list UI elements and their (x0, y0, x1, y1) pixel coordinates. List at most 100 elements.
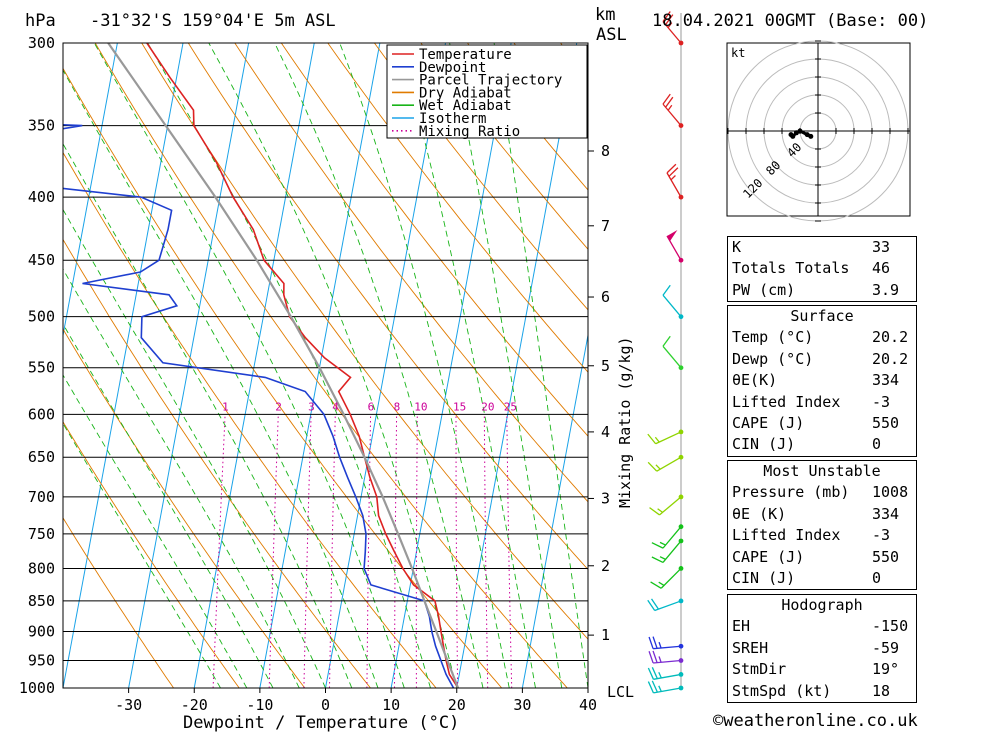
indices-key: SREH (727, 637, 868, 660)
indices-section-label: Most Unstable (727, 460, 917, 483)
indices-key: EH (727, 616, 868, 638)
indices-value: 0 (868, 434, 917, 457)
legend-label: Parcel Trajectory (419, 73, 562, 89)
pressure-tick-label: 800 (28, 559, 55, 577)
wind-barb (662, 93, 684, 128)
wind-barb (648, 650, 684, 664)
indices-section-title: Hodograph (727, 594, 917, 617)
wind-barb (666, 163, 684, 200)
wind-barb-shaft (666, 172, 682, 198)
pressure-tick-label: 750 (28, 525, 55, 543)
wind-barb-shaft (662, 540, 682, 563)
wind-barb-flag (647, 667, 655, 680)
wind-barb-dot (678, 658, 684, 663)
indices-key: θE (K) (727, 503, 868, 526)
x-axis-label: Dewpoint / Temperature (°C) (183, 713, 459, 733)
wind-barb-shaft (662, 345, 682, 369)
hodograph-point (804, 132, 810, 138)
pressure-tick-label: 950 (28, 652, 55, 670)
indices-row: Totals Totals 46 (727, 258, 917, 280)
wet-adiabat-line (147, 43, 431, 688)
date-title: 18.04.2021 00GMT (Base: 00) (652, 11, 928, 31)
indices-value: 334 (868, 503, 917, 526)
indices-key: Lifted Index (727, 391, 868, 414)
wind-barb (651, 538, 684, 564)
wind-barb-half-flag (658, 671, 662, 679)
indices-value: 334 (868, 370, 917, 392)
wind-barb-half-flag (659, 556, 666, 560)
dewpoint-profile (63, 123, 455, 688)
temperature-tick-label: -20 (181, 696, 208, 714)
indices-key: Lifted Index (727, 525, 868, 547)
wind-barb-pennant (667, 229, 678, 242)
indices-value: 1008 (868, 482, 917, 504)
wind-barb-flag (649, 507, 660, 516)
wind-barb-shaft (653, 659, 682, 664)
wind-barb-half-flag (657, 508, 663, 513)
wind-barb-shaft (660, 567, 682, 589)
lcl-label: LCL (607, 683, 634, 701)
indices-row: θE(K) 334 (727, 370, 917, 392)
indices-row: Dewp (°C) 20.2 (727, 348, 917, 371)
indices-section-label: Surface (727, 305, 917, 328)
pressure-tick-label: 650 (28, 448, 55, 466)
wind-barb-shaft (655, 431, 682, 445)
wind-barb (649, 494, 684, 516)
legend-label: Mixing Ratio (419, 124, 520, 140)
copyright: ©weatheronline.co.uk (713, 711, 918, 731)
wind-barb-dot (678, 643, 684, 649)
wind-barb-flag (648, 636, 654, 649)
indices-row: EH -150 (727, 616, 917, 638)
wind-barb-shaft (662, 526, 682, 549)
pressure-tick-label: 600 (28, 405, 55, 423)
indices-value: 18 (868, 680, 917, 704)
wind-barb-dot (678, 672, 684, 677)
height-tick-label: 6 (601, 288, 610, 306)
height-ref: ASL (596, 25, 627, 45)
wind-barb-flag (652, 650, 658, 663)
indices-value: 3.9 (868, 279, 917, 303)
pressure-unit: hPa (25, 11, 56, 31)
mixing-ratio-value-label: 6 (368, 400, 375, 413)
wind-barb (648, 636, 684, 650)
indices-row: CAPE (J) 550 (727, 546, 917, 569)
height-tick-label: 8 (601, 142, 610, 160)
wind-barb-half-flag (658, 685, 662, 692)
wind-barb-shaft (662, 21, 682, 44)
wind-barb-half-flag (667, 22, 673, 29)
wind-barb-dot (678, 314, 684, 320)
indices-value: 20.2 (868, 348, 917, 371)
wind-barb-shaft (653, 645, 682, 650)
wind-barb-flag (662, 335, 671, 347)
wind-barb-dot (678, 566, 684, 571)
indices-value: 19° (868, 659, 917, 681)
wind-barb-flag (668, 167, 679, 177)
wind-barb-half-flag (667, 104, 673, 111)
wind-barb-flag (662, 93, 671, 105)
indices-row: StmSpd (kt) 18 (727, 680, 917, 704)
wind-barb-shaft (653, 673, 682, 680)
indices-value: 550 (868, 546, 917, 569)
mixing-ratio-value-label: 25 (504, 400, 517, 413)
wind-barb-flag (665, 96, 674, 108)
height-unit: km (595, 5, 615, 25)
indices-hodograph: Hodograph EH -150 SREH -59 StmDir 19° StmSpd (k… (727, 594, 917, 704)
wind-barb-flag (648, 651, 654, 664)
wind-barb (662, 284, 684, 320)
wind-barb-flag (647, 681, 655, 694)
wind-barb-flag (647, 461, 658, 472)
wind-barb (651, 524, 684, 549)
legend-label: Dewpoint (419, 60, 486, 76)
wind-barb-flag (652, 636, 658, 649)
indices-value: -3 (868, 391, 917, 414)
wind-barb-half-flag (670, 175, 676, 181)
indices-row: Pressure (mb) 1008 (727, 482, 917, 504)
wind-barb (662, 11, 684, 46)
mixing-ratio-value-label: 20 (481, 400, 494, 413)
wind-barb (650, 566, 684, 589)
mixing-ratio-value-label: 10 (414, 400, 427, 413)
pressure-tick-label: 500 (28, 308, 55, 326)
indices-key: StmSpd (kt) (727, 680, 868, 704)
wind-barb-dot (678, 685, 684, 691)
